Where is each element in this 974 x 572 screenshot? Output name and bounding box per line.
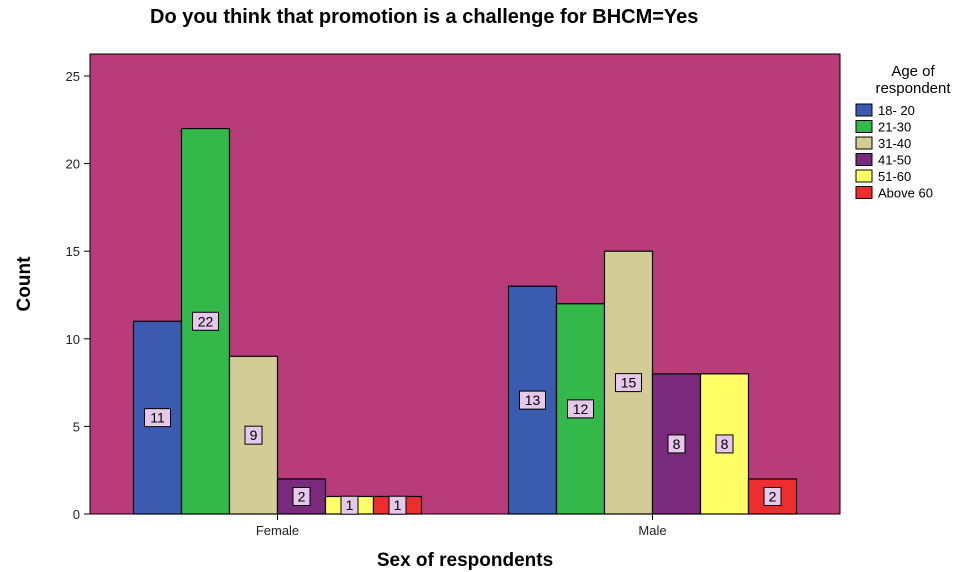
data-label: 2 xyxy=(298,488,306,504)
legend-swatch xyxy=(855,103,873,117)
data-label: 11 xyxy=(150,410,165,426)
legend-swatch xyxy=(855,120,873,133)
data-label: 12 xyxy=(573,401,589,417)
legend-label: 31-40 xyxy=(878,136,911,151)
data-label-box xyxy=(244,425,263,445)
data-label: 2 xyxy=(769,488,777,504)
x-axis: Female Male xyxy=(256,514,667,538)
legend-swatch xyxy=(855,153,873,166)
y-tick-label: 5 xyxy=(73,419,80,434)
y-tick-label: 0 xyxy=(73,507,80,522)
legend-title: Age of xyxy=(891,63,935,80)
legend-swatch xyxy=(855,136,873,150)
chart-title: Do you think that promotion is a challen… xyxy=(150,6,699,28)
y-tick-label: 20 xyxy=(66,157,80,172)
y-tick-label: 10 xyxy=(66,332,80,347)
legend-label: Above 60 xyxy=(878,186,933,201)
data-label-box xyxy=(567,399,594,419)
data-label-box xyxy=(144,408,171,428)
x-tick-label-female: Female xyxy=(256,523,299,538)
data-label-box xyxy=(192,311,219,331)
data-label: 13 xyxy=(525,392,541,408)
legend-label: 18- 20 xyxy=(878,103,915,118)
x-tick-label-male: Male xyxy=(638,523,666,538)
data-label: 8 xyxy=(673,436,681,452)
data-label: 1 xyxy=(394,497,402,513)
data-label: 22 xyxy=(198,313,214,329)
data-label: 15 xyxy=(621,375,637,391)
data-label-box xyxy=(292,486,311,506)
y-axis-title: Count xyxy=(14,256,35,312)
data-label-box xyxy=(519,390,546,410)
legend-label: 21-30 xyxy=(878,120,911,135)
x-axis-title: Sex of respondents xyxy=(377,550,553,571)
data-label: 8 xyxy=(721,436,729,452)
y-tick-label: 25 xyxy=(66,69,80,84)
legend-label: 51-60 xyxy=(878,169,911,184)
data-label-box xyxy=(763,486,782,506)
data-label-box xyxy=(715,434,734,454)
data-label: 1 xyxy=(346,497,354,513)
legend-label: 41-50 xyxy=(878,153,911,168)
data-label: 9 xyxy=(250,427,258,443)
legend-swatch xyxy=(855,186,873,199)
data-label-box xyxy=(388,495,407,515)
y-axis: 0 5 10 15 20 25 xyxy=(66,69,90,522)
data-label-box xyxy=(667,434,686,454)
y-tick-label: 15 xyxy=(66,244,80,259)
data-label-box xyxy=(615,373,642,393)
legend-swatch xyxy=(855,169,873,183)
legend-title: respondent xyxy=(875,80,951,97)
data-label-box xyxy=(340,495,359,515)
